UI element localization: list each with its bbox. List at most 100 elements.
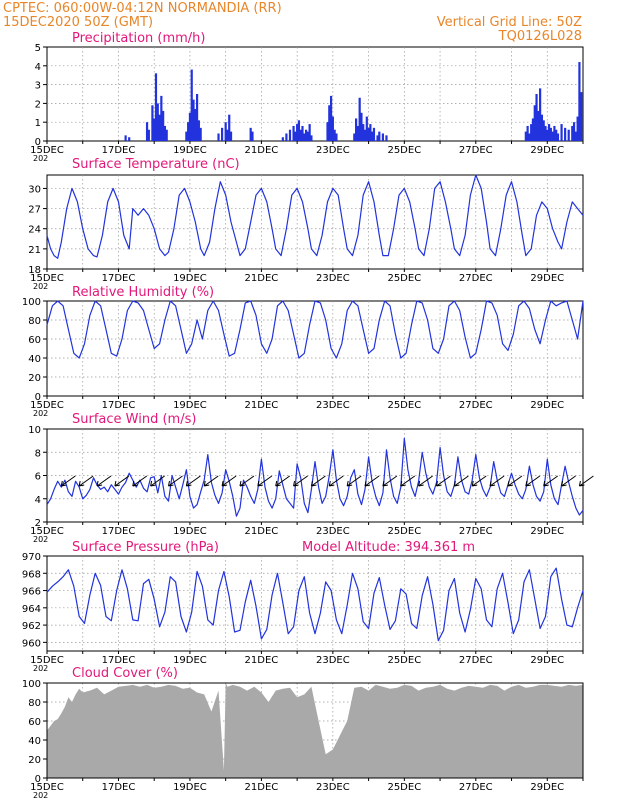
precip-xtick-label: 17DEC: [102, 145, 136, 156]
panel-precipitation: Precipitation (mm/h) 0 1 2 3 4 5 15DEC 17DEC 19D…: [30, 31, 584, 163]
wind-arrow-shaft: [454, 475, 469, 487]
precip-xtick-label: 27DEC: [459, 145, 493, 156]
wind-arrow-head: [78, 480, 85, 487]
temp-xtick-label: 25DEC: [387, 273, 421, 284]
precip-bar: [378, 131, 381, 141]
precip-bar: [385, 135, 388, 141]
precip-bar: [365, 116, 368, 141]
precip-bar: [285, 133, 288, 141]
header-right-line1: Vertical Grid Line: 50Z: [437, 15, 582, 30]
wind-arrow-shaft: [579, 475, 594, 487]
precip-bar: [124, 135, 127, 141]
cloud-ytick-label: 80: [28, 698, 41, 709]
precip-bar: [567, 129, 570, 141]
precip-xtick-label: 29DEC: [530, 145, 564, 156]
precip-bar: [369, 124, 372, 141]
rh-series-line: [46, 300, 584, 359]
rh-ytick-label: 40: [28, 354, 41, 365]
cloud-year-label: 202: [33, 791, 48, 800]
precip-bar: [551, 131, 554, 141]
precip-bar: [331, 116, 334, 141]
rh-ytick-label: 0: [35, 392, 41, 403]
wind-arrow-shaft: [96, 475, 112, 487]
rh-year-label: 202: [33, 409, 48, 418]
wind-arrow-head: [239, 480, 246, 487]
rh-xtick-label: 15DEC: [30, 400, 64, 411]
cloud-title: Cloud Cover (%): [72, 666, 178, 681]
precip-bar: [187, 122, 190, 141]
precip-bar: [153, 118, 156, 141]
wind-arrow-head: [150, 480, 156, 487]
precip-bar: [306, 131, 309, 141]
precip-bar: [580, 92, 583, 141]
wind-arrow-shaft: [257, 475, 273, 487]
rh-xtick-label: 23DEC: [316, 400, 350, 411]
wind-arrow-head: [275, 480, 281, 487]
precip-bar: [297, 120, 301, 141]
precip-bar: [217, 133, 220, 141]
precip-bar: [572, 122, 576, 141]
precip-bar: [333, 129, 336, 141]
precip-bar: [301, 125, 304, 141]
pres-xtick-label: 25DEC: [387, 655, 421, 666]
precip-xtick-label: 21DEC: [245, 145, 279, 156]
precip-bar: [540, 114, 544, 141]
wind-arrow-head: [436, 480, 442, 487]
precip-bar: [571, 125, 574, 141]
precip-bar: [128, 137, 131, 141]
panel-cloud-cover: Cloud Cover (%) 0 20 40 60 80 100 15DEC 17DEC 19…: [22, 666, 584, 800]
wind-arrow-shaft: [471, 475, 487, 487]
precip-bar: [249, 127, 252, 141]
precip-bar: [356, 125, 359, 141]
precip-bar: [354, 118, 358, 141]
precip-bar: [363, 129, 367, 141]
wind-arrow-head: [382, 480, 388, 487]
wind-ytick-label: 10: [28, 425, 41, 436]
precip-bar: [376, 135, 379, 141]
wind-xtick-label: 29DEC: [530, 526, 564, 537]
precip-bar: [165, 129, 168, 141]
wind-arrow-shaft: [400, 475, 416, 487]
wind-arrow-head: [543, 480, 549, 487]
rh-ytick-label: 80: [28, 316, 41, 327]
cloud-xtick-label: 29DEC: [530, 782, 564, 793]
pres-xtick-label: 27DEC: [459, 655, 493, 666]
pres-xtick-label: 21DEC: [245, 655, 279, 666]
pres-xtick-label: 19DEC: [173, 655, 207, 666]
precip-ytick-label: 5: [35, 43, 41, 54]
precip-bar: [526, 125, 529, 141]
precip-ytick-label: 0: [35, 137, 41, 148]
precip-bar: [576, 116, 579, 141]
precip-bar: [147, 129, 150, 141]
wind-arrow-shaft: [507, 475, 523, 487]
cloud-xtick-label: 25DEC: [387, 782, 421, 793]
temp-year-label: 202: [33, 282, 48, 291]
wind-arrow-head: [400, 480, 406, 487]
panel-surface-temperature: Surface Temperature (nC) 18 21 24 27 30 15DEC…: [28, 157, 584, 291]
precip-xtick-label: 23DEC: [316, 145, 350, 156]
temp-ytick-label: 24: [28, 225, 41, 236]
precip-bar: [190, 69, 193, 141]
pres-ytick-label: 970: [22, 552, 41, 563]
precip-bar: [151, 105, 154, 141]
temp-frame: [46, 174, 584, 270]
precip-bar: [578, 62, 581, 141]
pres-ytick-label: 962: [22, 621, 41, 632]
wind-arrow-shaft: [418, 475, 433, 487]
wind-ytick-label: 4: [35, 495, 41, 506]
rh-xtick-label: 17DEC: [102, 400, 136, 411]
precip-bar: [564, 127, 567, 141]
precip-bar: [197, 120, 200, 141]
pres-xtick-label: 23DEC: [316, 655, 350, 666]
precip-bar: [228, 114, 231, 141]
precip-bar: [158, 114, 161, 141]
wind-arrow-shaft: [346, 475, 362, 487]
precip-bar: [194, 109, 197, 141]
precip-bar: [220, 127, 224, 141]
wind-arrow-head: [525, 480, 531, 487]
pres-frame: [46, 555, 584, 652]
pres-xtick-label: 29DEC: [530, 655, 564, 666]
wind-arrow-head: [96, 480, 103, 487]
wind-arrow-head: [168, 480, 174, 487]
precip-bar: [371, 131, 374, 141]
